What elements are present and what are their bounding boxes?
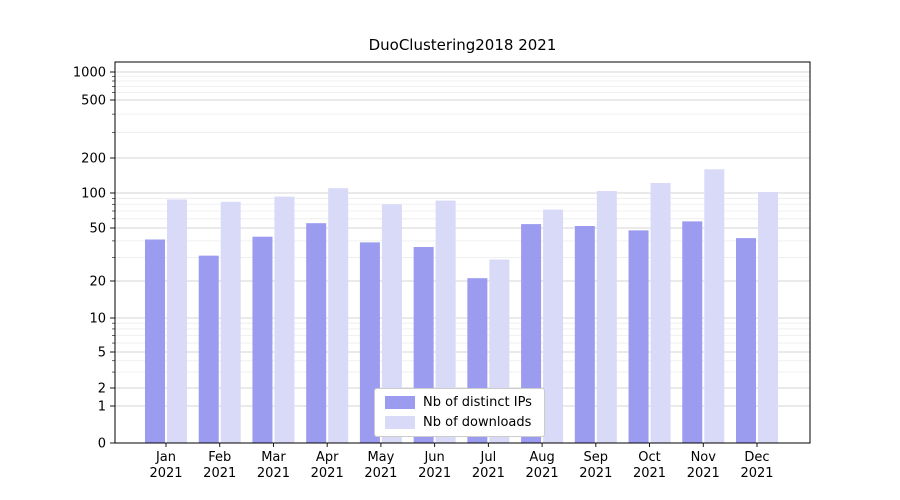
x-tick-label-year: 2021 — [418, 466, 451, 481]
x-tick-label-year: 2021 — [526, 466, 559, 481]
plot-border — [114, 61, 811, 444]
bar-distinct-ips-jan — [145, 239, 165, 443]
bar-downloads-feb — [220, 201, 241, 443]
x-tick-label-year: 2021 — [472, 466, 505, 481]
y-tick-label: 2 — [98, 382, 106, 397]
legend-label-downloads: Nb of downloads — [423, 415, 532, 430]
x-tick-label-month: Sep — [584, 450, 609, 465]
bar-distinct-ips-dec — [736, 238, 756, 443]
y-tick-label: 50 — [89, 222, 106, 237]
y-tick-label: 5 — [98, 346, 106, 361]
legend-item-downloads: Nb of downloads — [385, 415, 532, 430]
legend-swatch-downloads — [385, 416, 415, 429]
x-tick-label-month: Jun — [423, 450, 444, 465]
bar-distinct-ips-oct — [628, 230, 649, 443]
chart-title: DuoClustering2018 2021 — [368, 36, 557, 54]
bar-downloads-apr — [328, 188, 349, 443]
y-tick-label: 20 — [89, 275, 106, 290]
x-tick-label-month: Aug — [529, 450, 554, 465]
x-tick-label-year: 2021 — [203, 466, 236, 481]
x-tick-label-year: 2021 — [687, 466, 720, 481]
bar-downloads-mar — [274, 196, 295, 443]
y-tick-label: 100 — [81, 187, 106, 202]
y-tick-label: 1 — [98, 400, 106, 415]
bar-distinct-ips-mar — [252, 236, 273, 443]
bar-distinct-ips-feb — [198, 255, 219, 443]
y-tick-label: 1000 — [73, 66, 106, 81]
x-tick-label-month: Mar — [261, 450, 286, 465]
bar-downloads-nov — [704, 169, 725, 443]
bar-distinct-ips-apr — [306, 223, 327, 443]
x-tick-label-year: 2021 — [149, 466, 182, 481]
legend-item-distinct-ips: Nb of distinct IPs — [385, 395, 532, 410]
x-tick-label-year: 2021 — [633, 466, 666, 481]
legend-label-distinct-ips: Nb of distinct IPs — [423, 395, 532, 410]
x-tick-label-month: Jul — [480, 450, 497, 465]
x-tick-label-month: Nov — [691, 450, 717, 465]
bar-downloads-may — [381, 204, 402, 443]
y-tick-label: 10 — [89, 312, 106, 327]
legend: Nb of distinct IPs Nb of downloads — [374, 388, 545, 437]
x-tick-label-year: 2021 — [364, 466, 397, 481]
bar-downloads-oct — [650, 182, 671, 443]
bar-downloads-aug — [543, 209, 564, 443]
y-tick-label: 0 — [98, 437, 106, 452]
x-tick-label-year: 2021 — [257, 466, 290, 481]
bar-downloads-sep — [596, 191, 617, 443]
bar-distinct-ips-nov — [682, 221, 703, 443]
x-tick-label-year: 2021 — [579, 466, 612, 481]
bar-distinct-ips-sep — [574, 226, 595, 443]
x-tick-label-month: May — [367, 450, 394, 465]
x-tick-label-month: Dec — [744, 450, 769, 465]
y-tick-label: 500 — [81, 94, 106, 109]
bar-downloads-dec — [758, 192, 778, 443]
x-tick-label-month: Jan — [155, 450, 176, 465]
legend-swatch-distinct-ips — [385, 396, 415, 409]
x-tick-label-month: Feb — [208, 450, 231, 465]
x-tick-label-month: Apr — [316, 450, 339, 465]
x-tick-label-year: 2021 — [311, 466, 344, 481]
bar-downloads-jan — [167, 199, 187, 443]
y-tick-label: 200 — [81, 152, 106, 167]
x-tick-label-year: 2021 — [740, 466, 773, 481]
x-tick-label-month: Oct — [638, 450, 660, 465]
bar-downloads-jun — [435, 200, 456, 443]
